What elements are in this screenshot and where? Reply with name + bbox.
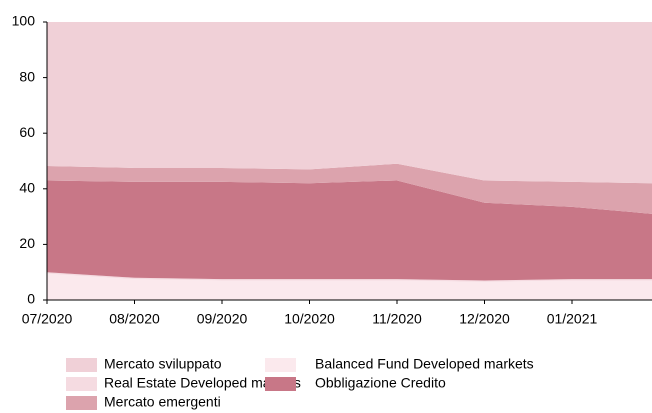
y-tick-label: 80 [19, 68, 35, 84]
legend-swatch [66, 377, 97, 391]
legend-label: Real Estate Developed markets [104, 375, 301, 391]
area [47, 272, 652, 282]
x-tick-label: 10/2020 [284, 311, 335, 327]
x-tick-label: 09/2020 [197, 311, 248, 327]
y-tick-label: 100 [12, 13, 36, 29]
area [47, 163, 652, 214]
x-tick-label: 07/2020 [22, 311, 73, 327]
area [47, 180, 652, 281]
y-tick-label: 60 [19, 124, 35, 140]
legend-swatch [66, 358, 97, 372]
legend-swatch [265, 377, 296, 391]
area [47, 273, 652, 300]
y-tick-label: 40 [19, 180, 35, 196]
legend-label: Balanced Fund Developed markets [315, 356, 534, 372]
y-tick-label: 0 [27, 291, 35, 307]
x-tick-label: 12/2020 [459, 311, 510, 327]
y-tick-label: 20 [19, 235, 35, 251]
legend-label: Obbligazione Credito [315, 375, 446, 391]
legend-label: Mercato emergenti [104, 394, 221, 410]
x-tick-label: 11/2020 [372, 311, 422, 327]
area [47, 22, 652, 184]
legend-swatch [265, 358, 296, 372]
legend-label: Mercato sviluppato [104, 356, 222, 372]
x-tick-label: 01/2021 [547, 311, 598, 327]
legend-swatch [66, 396, 97, 410]
x-tick-label: 08/2020 [109, 311, 160, 327]
